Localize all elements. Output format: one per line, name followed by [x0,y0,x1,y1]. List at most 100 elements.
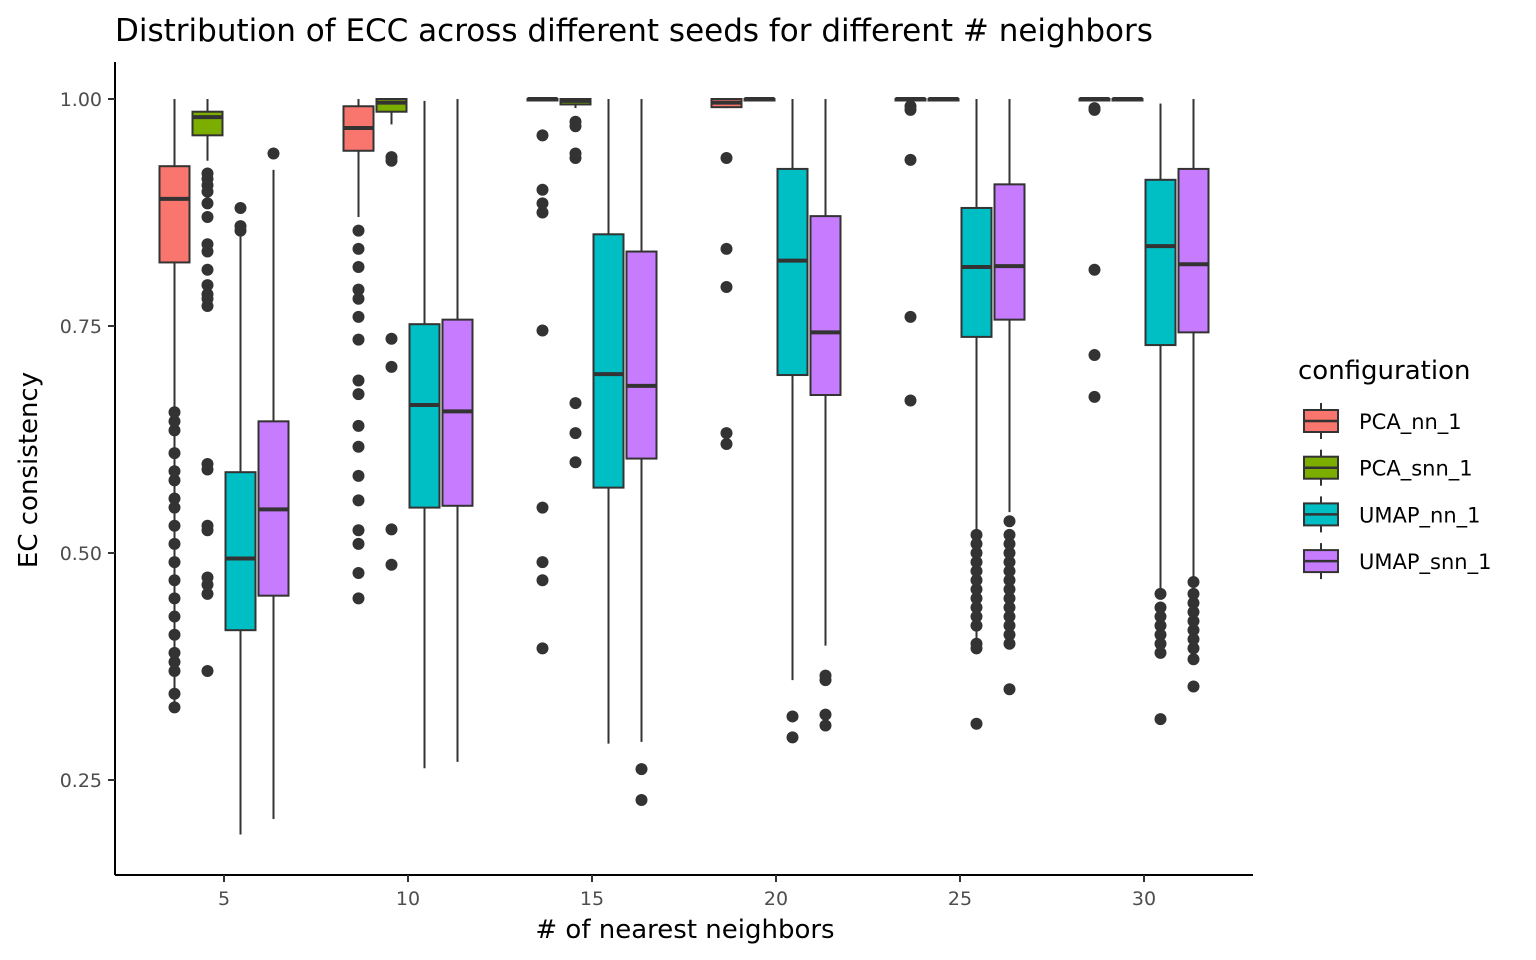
outlier-point [970,565,983,578]
y-ticks: 0.25 0.50 0.75 1.00 [60,89,115,792]
outlier-point [970,537,983,550]
outlier-point [1088,349,1101,362]
outlier-point [168,646,181,659]
outlier-point [201,587,214,600]
box-UMAP_snn_1-10 [441,99,474,762]
legend-item-UMAP_snn_1: UMAP_snn_1 [1303,543,1491,580]
legend-item-PCA_nn_1: PCA_nn_1 [1303,403,1462,439]
outlier-point [1154,610,1167,623]
y-tick-label: 0.25 [60,770,102,792]
outlier-point [536,501,549,514]
legend-title: configuration [1298,356,1470,386]
series-PCA_snn_1 [191,97,1144,678]
box-PCA_nn_1-20 [710,98,743,451]
outlier-point [1187,587,1200,600]
outlier-point [201,458,214,471]
outlier-point [569,115,582,128]
outlier-point [1003,528,1016,541]
outlier-point [201,167,214,180]
outlier-point [569,147,582,160]
box-PCA_snn_1-15 [559,98,592,469]
outlier-point [168,465,181,478]
outlier-point [720,438,733,451]
outlier-point [970,574,983,587]
outlier-point [1003,610,1016,623]
outlier-point [352,566,365,579]
outlier-point [536,129,549,142]
outlier-point [536,206,549,219]
outlier-point [352,537,365,550]
y-axis-title: EC consistency [14,372,44,568]
box-PCA_snn_1-5 [191,99,224,678]
outlier-point [1154,713,1167,726]
outlier-point [970,547,983,559]
outlier-point [168,665,181,678]
outlier-point [1003,683,1016,696]
outlier-point [970,619,983,632]
outlier-point [536,324,549,337]
outlier-point [970,717,983,730]
outlier-point [904,310,917,323]
outlier-point [720,280,733,293]
outlier-point [1187,680,1200,693]
outlier-point [385,523,398,536]
outlier-point [904,153,917,166]
outlier-point [819,708,832,721]
outlier-point [168,628,181,641]
outlier-point [1187,576,1200,589]
y-tick-label: 1.00 [60,89,102,111]
outlier-point [168,519,181,532]
box-UMAP_nn_1-30 [1144,103,1177,726]
outlier-point [1003,637,1016,650]
box-UMAP_snn_1-25 [993,99,1026,696]
outlier-point [201,263,214,276]
x-ticks: 5 10 15 20 25 30 [218,875,1156,910]
outlier-point [234,220,247,233]
box-PCA_snn_1-30 [1111,97,1144,102]
outlier-point [352,260,365,273]
legend-label: PCA_snn_1 [1359,457,1473,482]
outlier-point [385,151,398,164]
outlier-point [970,528,983,541]
box-rect [625,250,658,460]
outlier-point [970,637,983,650]
outlier-point [1187,596,1200,609]
outlier-point [970,556,983,569]
outlier-point [352,283,365,296]
outlier-point [385,558,398,571]
x-axis-title: # of nearest neighbors [535,915,834,945]
box-rect [960,206,993,338]
x-tick-label: 25 [948,888,972,910]
outlier-point [168,474,181,487]
outlier-point [536,183,549,196]
outlier-point [168,415,181,428]
outlier-point [904,100,917,113]
outlier-point [819,719,832,732]
outlier-point [168,447,181,460]
legend-label: UMAP_nn_1 [1359,503,1481,528]
outlier-point [201,665,214,678]
outlier-point [1154,601,1167,614]
legend: configuration PCA_nn_1 PCA_snn_1 UMAP_nn_1… [1298,356,1491,580]
outlier-point [1154,619,1167,632]
outlier-point [168,610,181,623]
legend-item-UMAP_nn_1: UMAP_nn_1 [1303,496,1481,533]
outlier-point [1187,606,1200,619]
box-UMAP_nn_1-10 [408,100,441,769]
box-rect [1177,167,1210,334]
outlier-point [201,197,214,210]
outlier-point [720,152,733,165]
outlier-point [569,397,582,410]
box-UMAP_nn_1-25 [960,99,993,730]
outlier-point [201,238,214,251]
outlier-point [1003,537,1016,550]
outlier-point [168,501,181,514]
outlier-point [1003,628,1016,641]
outlier-point [569,427,582,440]
outlier-point [352,524,365,537]
chart-title: Distribution of ECC across different see… [115,13,1153,49]
outlier-point [168,701,181,714]
outlier-point [970,601,983,614]
series-UMAP_snn_1 [257,99,1210,820]
